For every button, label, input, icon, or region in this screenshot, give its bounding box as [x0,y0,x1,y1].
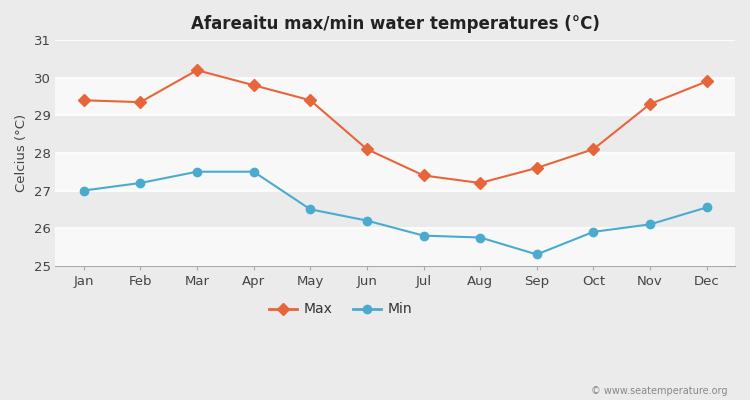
Bar [56,78,735,115]
Bar [56,153,735,190]
Legend: Max, Min: Max, Min [263,297,419,322]
Bar [56,190,735,228]
Bar [56,115,735,153]
Bar [56,228,735,266]
Bar [56,40,735,78]
Y-axis label: Celcius (°C): Celcius (°C) [15,114,28,192]
Text: © www.seatemperature.org: © www.seatemperature.org [591,386,728,396]
Title: Afareaitu max/min water temperatures (°C): Afareaitu max/min water temperatures (°C… [190,15,600,33]
